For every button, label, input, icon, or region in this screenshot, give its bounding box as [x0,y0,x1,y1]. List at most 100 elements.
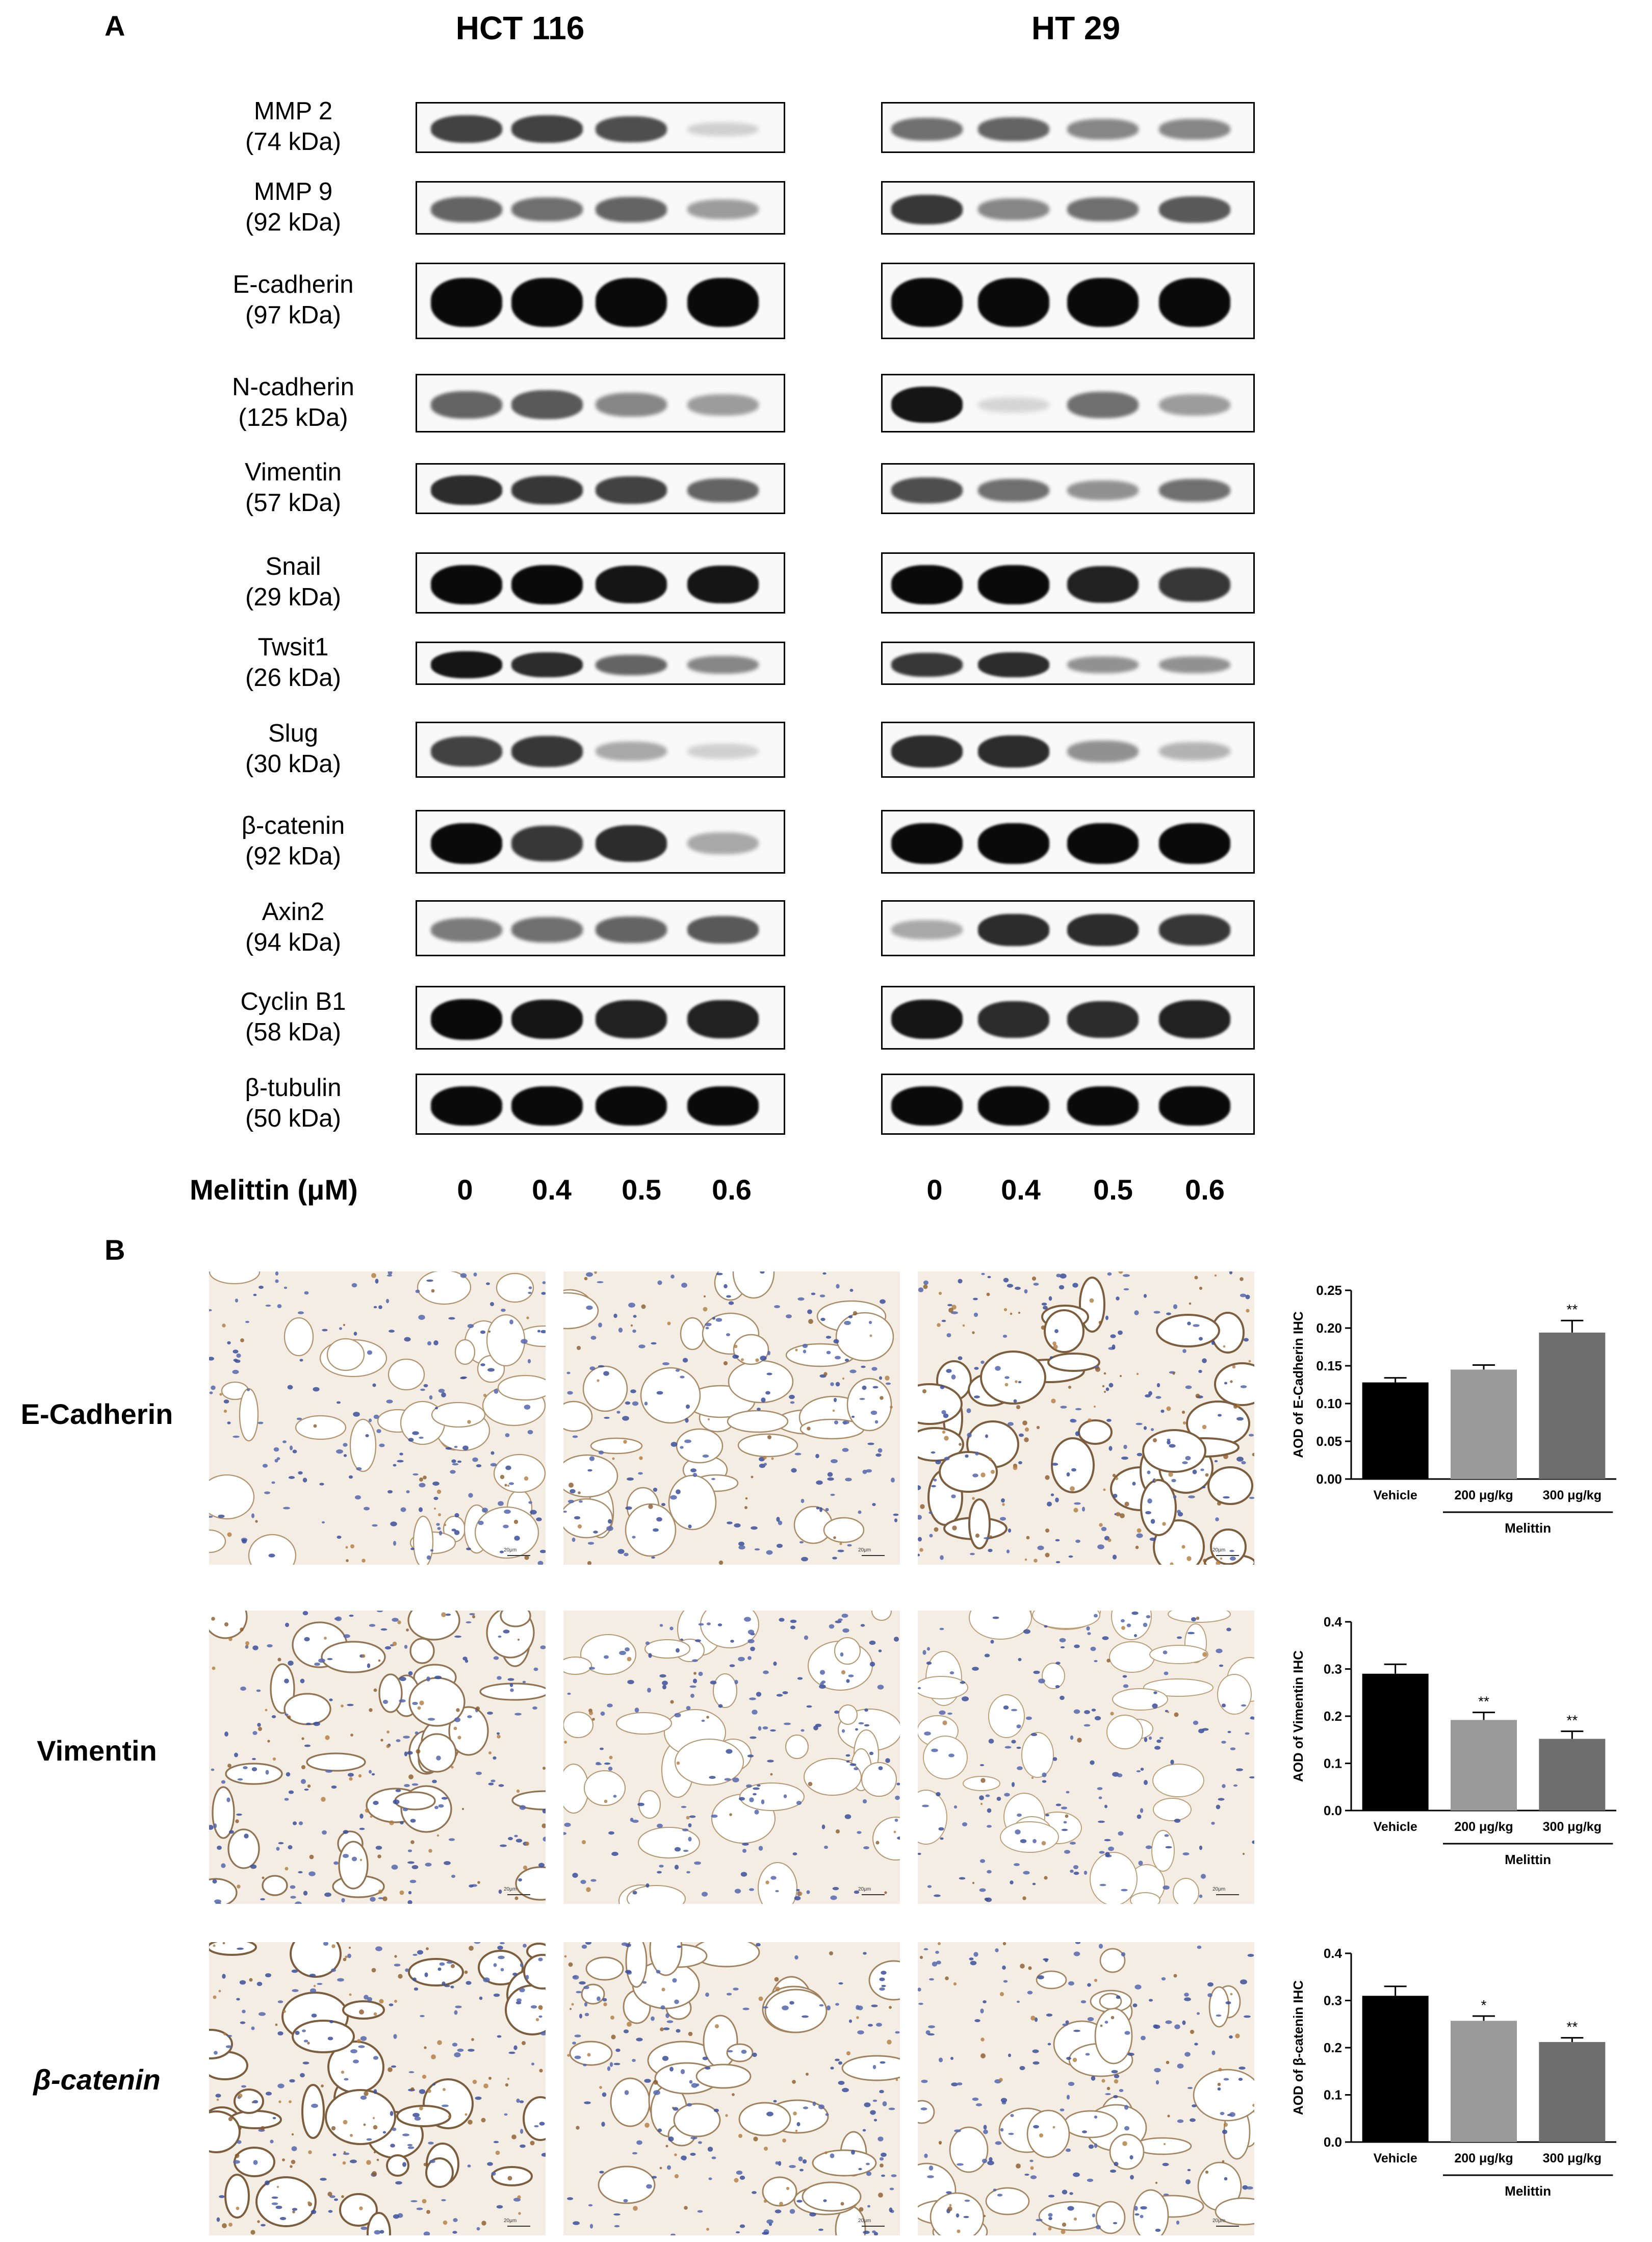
bar-chart-svg: 0.00 0.05 0.10 0.15 0.20 0.25 AOD of E-Cadheri… [1290,1283,1616,1536]
scale-bar-label: 20μm [1212,2218,1226,2224]
blot-band [431,565,502,604]
blot-band [596,476,667,504]
bar-chart-svg: 0.0 0.1 0.2 0.3 0.4 AOD of β-catenin IHC Vehic… [1290,1946,1616,2199]
category-label: 300 μg/kg [1543,1488,1602,1502]
ihc-label-beta-catenin: β-catenin [33,2063,161,2096]
blot-band [1067,656,1139,673]
ihc-micrograph: 20μm [209,1942,546,2235]
blot-band [431,823,502,864]
blot-band [1067,740,1139,762]
scale-bar-label: 20μm [504,1887,517,1892]
scale-bar-label: 20μm [1212,1547,1226,1553]
molecular-weight: (30 kDa) [245,750,341,778]
molecular-weight: (125 kDa) [238,403,348,431]
blot-strip-hct116 [416,263,785,339]
bar-chart-svg: 0.0 0.1 0.2 0.3 0.4 AOD of Vimentin IHC Vehicl… [1290,1614,1616,1867]
y-tick-label: 0.0 [1324,2134,1342,2150]
blot-band [891,1086,963,1126]
blot-band [431,115,502,143]
protein-name: Snail [265,553,321,580]
bar [1451,1369,1517,1479]
blot-strip-hct116 [416,181,785,235]
category-label: 200 μg/kg [1454,1820,1513,1834]
molecular-weight: (58 kDa) [245,1018,341,1046]
bar [1451,2021,1517,2142]
blot-band [431,196,502,222]
blot-band [596,654,667,675]
blot-band [1067,1001,1139,1038]
blot-band [431,278,502,327]
category-label: Vehicle [1374,2151,1417,2165]
blot-band [596,742,667,761]
group-label: Melittin [1505,1520,1551,1536]
bar-chart-vimentin: 0.0 0.1 0.2 0.3 0.4 AOD of Vimentin IHC Vehicl… [1275,1607,1632,1892]
blot-band [891,1000,963,1039]
bar-chart-beta-catenin: 0.0 0.1 0.2 0.3 0.4 AOD of β-catenin IHC Vehic… [1275,1938,1632,2224]
protein-name: Slug [268,720,319,747]
blot-band [978,478,1049,502]
ihc-micrograph: 20μm [209,1271,546,1565]
category-label: 300 μg/kg [1543,1820,1602,1834]
blot-band [978,198,1049,220]
blot-row-label: Twsit1 (26 kDa) [191,632,395,693]
blot-band [431,651,502,678]
blot-band [511,390,583,419]
blot-row-label: Slug (30 kDa) [191,718,395,779]
blot-strip-ht29 [881,552,1255,614]
ihc-micrograph: 20μm [918,1942,1254,2235]
ihc-micrograph: 20μm [563,1942,900,2235]
blot-band [431,475,502,505]
blot-band [891,735,963,768]
y-tick-label: 0.2 [1324,2040,1342,2055]
blot-band [978,735,1049,768]
blot-row-label: MMP 9 (92 kDa) [191,176,395,238]
blot-band [1159,394,1230,416]
blot-band [1067,391,1139,418]
blot-band [687,1000,759,1038]
blot-band [511,1086,583,1126]
bar [1539,1332,1606,1479]
blot-band [978,278,1049,327]
blot-band [891,117,963,141]
blot-strip-hct116 [416,1074,785,1135]
bar [1362,1673,1429,1811]
blot-band [1159,278,1230,327]
y-axis-label: AOD of Vimentin IHC [1290,1650,1306,1782]
group-label: Melittin [1505,2183,1551,2199]
blot-band [1067,566,1139,603]
blot-strip-ht29 [881,374,1255,432]
y-tick-label: 0.25 [1316,1283,1342,1298]
blot-band [1067,913,1139,946]
molecular-weight: (57 kDa) [245,489,341,517]
blot-band [511,735,583,767]
y-axis-label: AOD of β-catenin IHC [1290,1980,1306,2116]
blot-band [687,394,759,416]
protein-name: N-cadherin [232,373,354,401]
protein-name: β-catenin [241,811,345,839]
dose-label: 0.6 [712,1174,752,1206]
blot-band [596,393,667,417]
y-tick-label: 0.05 [1316,1434,1342,1449]
blot-band [687,744,759,759]
blot-strip-ht29 [881,986,1255,1050]
blot-band [891,278,963,327]
y-axis-label: AOD of E-Cadherin IHC [1290,1311,1306,1458]
dose-label: 0.5 [622,1174,661,1206]
bar [1539,1739,1606,1811]
scale-bar-label: 20μm [1212,1887,1226,1892]
blot-band [891,477,963,503]
significance-marker: ** [1478,1694,1489,1710]
blot-strip-hct116 [416,810,785,874]
protein-name: MMP 9 [253,177,333,206]
blot-row-label: β-tubulin (50 kDa) [191,1073,395,1134]
significance-marker: ** [1566,2019,1578,2035]
ihc-micrograph: 20μm [209,1611,546,1904]
protein-name: β-tubulin [245,1074,342,1102]
cell-line-ht29: HT 29 [1031,10,1121,46]
scale-bar-label: 20μm [858,1547,871,1553]
y-tick-label: 0.4 [1324,1946,1343,1961]
blot-strip-hct116 [416,986,785,1050]
blot-band [596,566,667,603]
y-tick-label: 0.10 [1316,1396,1342,1411]
protein-name: E-cadherin [233,271,354,298]
